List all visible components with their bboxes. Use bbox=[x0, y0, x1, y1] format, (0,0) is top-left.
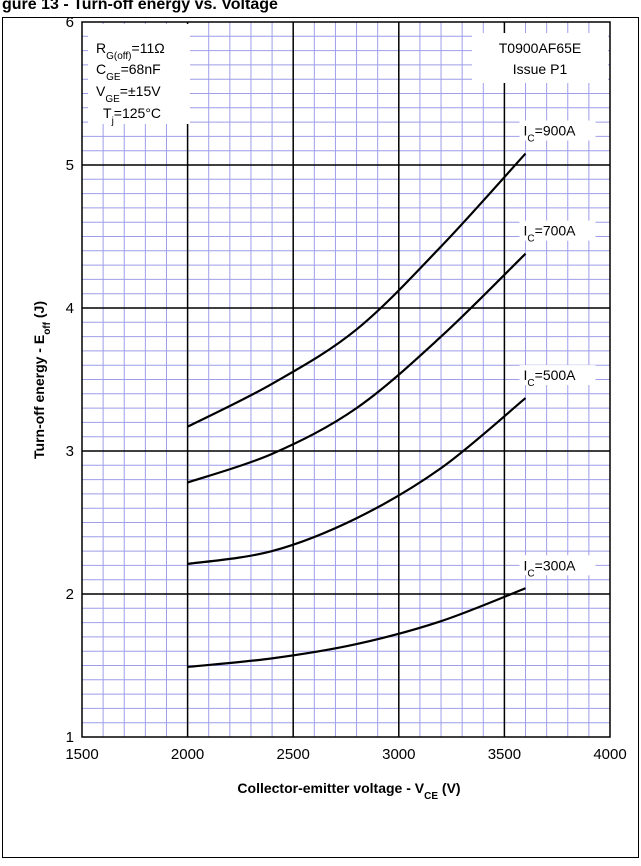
curve-label-1: IC=700A bbox=[524, 223, 577, 245]
curve-label-bg bbox=[519, 555, 596, 576]
x-tick-label: 2000 bbox=[171, 746, 204, 763]
x-tick-label: 3500 bbox=[488, 746, 521, 763]
series-layer bbox=[187, 152, 527, 669]
y-tick-label: 6 bbox=[66, 14, 74, 31]
curve-label-bg bbox=[519, 220, 596, 241]
x-tick-label: 3000 bbox=[382, 746, 415, 763]
series-line-2 bbox=[187, 397, 527, 566]
plot-area bbox=[81, 21, 611, 738]
figure-border bbox=[2, 17, 639, 858]
device-info-box: T0900AF65E Issue P1 bbox=[472, 33, 608, 83]
condition-rgoff: RG(off)=11Ω bbox=[96, 40, 165, 62]
x-tick-label: 1500 bbox=[65, 746, 98, 763]
y-tick-label: 1 bbox=[66, 729, 74, 746]
series-line-3 bbox=[187, 587, 526, 669]
series-line-1 bbox=[187, 252, 527, 484]
figure-header: gure 13 - Turn-off energy vs. Voltage bbox=[2, 0, 278, 13]
x-axis-ticks: 1500 2000 2500 3000 3500 4000 bbox=[65, 746, 626, 763]
x-tick-label: 4000 bbox=[593, 746, 626, 763]
device-issue: Issue P1 bbox=[513, 61, 568, 77]
curve-labels: IC=900A IC=700A IC=500A IC=300A bbox=[519, 120, 596, 579]
y-tick-label: 2 bbox=[66, 586, 74, 603]
y-tick-label: 3 bbox=[66, 443, 74, 460]
x-axis-label: Collector-emitter voltage - VCE (V) bbox=[237, 780, 460, 802]
major-grid bbox=[82, 22, 610, 737]
condition-tj: Tj=125°C bbox=[103, 105, 161, 127]
y-tick-label: 4 bbox=[66, 300, 74, 317]
test-conditions-box: RG(off)=11Ω CGE=68nF VGE=±15V Tj=125°C bbox=[88, 24, 190, 127]
condition-cge: CGE=68nF bbox=[96, 61, 161, 83]
series-line-0 bbox=[187, 152, 527, 428]
x-tick-label: 2500 bbox=[277, 746, 310, 763]
curve-label-3: IC=300A bbox=[524, 557, 577, 579]
y-axis-label: Turn-off energy - Eoff (J) bbox=[31, 301, 53, 459]
condition-vge: VGE=±15V bbox=[96, 83, 161, 105]
y-tick-label: 5 bbox=[66, 157, 74, 174]
curve-label-2: IC=500A bbox=[524, 367, 577, 389]
curve-label-bg bbox=[519, 365, 596, 386]
curve-label-bg bbox=[519, 120, 596, 141]
curve-label-0: IC=900A bbox=[524, 123, 577, 145]
y-axis-ticks: 1 2 3 4 5 6 bbox=[66, 14, 74, 746]
device-part-number: T0900AF65E bbox=[499, 40, 582, 56]
